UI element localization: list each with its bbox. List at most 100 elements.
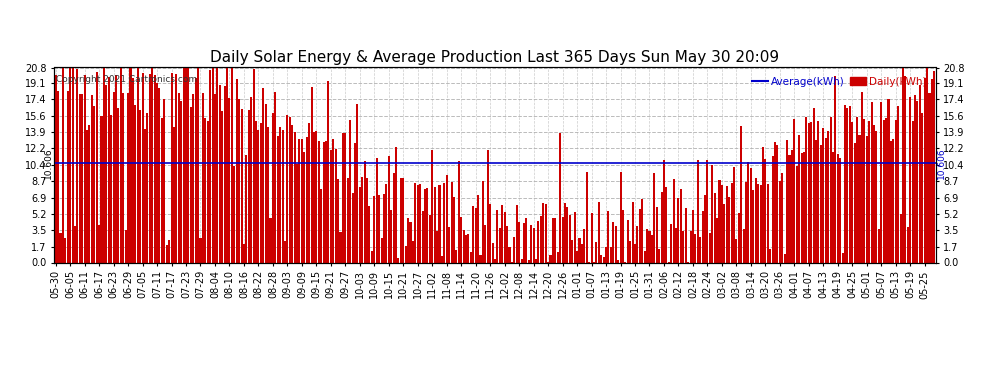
Bar	[605, 248, 607, 262]
Bar	[919, 85, 921, 262]
Text: Copyright 2021 Cartronics.com: Copyright 2021 Cartronics.com	[56, 75, 197, 84]
Bar	[506, 226, 508, 262]
Bar	[704, 195, 706, 262]
Bar	[858, 135, 860, 262]
Bar	[733, 167, 735, 262]
Bar	[642, 199, 644, 262]
Bar	[827, 131, 830, 262]
Bar	[697, 159, 699, 262]
Bar	[851, 122, 853, 262]
Bar	[281, 130, 283, 262]
Bar	[122, 93, 125, 262]
Bar	[875, 131, 877, 262]
Bar	[694, 234, 696, 262]
Bar	[492, 243, 494, 262]
Bar	[76, 69, 78, 262]
Bar	[457, 161, 459, 262]
Bar	[375, 158, 378, 262]
Bar	[182, 68, 184, 262]
Bar	[561, 217, 563, 262]
Bar	[620, 172, 622, 262]
Bar	[762, 147, 764, 262]
Bar	[808, 123, 810, 262]
Bar	[742, 229, 744, 262]
Bar	[61, 68, 64, 262]
Bar	[856, 117, 858, 262]
Text: 10.606: 10.606	[938, 147, 946, 179]
Bar	[474, 209, 477, 262]
Bar	[904, 76, 907, 262]
Bar	[741, 126, 742, 262]
Bar	[59, 233, 61, 262]
Bar	[934, 71, 936, 262]
Bar	[96, 72, 98, 262]
Bar	[791, 150, 793, 262]
Bar	[190, 107, 192, 262]
Bar	[731, 183, 733, 262]
Bar	[759, 185, 761, 262]
Bar	[272, 113, 274, 262]
Bar	[639, 209, 641, 262]
Bar	[380, 238, 382, 262]
Bar	[844, 105, 846, 262]
Bar	[484, 225, 486, 262]
Bar	[69, 68, 71, 262]
Bar	[749, 168, 752, 262]
Bar	[622, 210, 624, 262]
Bar	[88, 125, 90, 262]
Bar	[632, 202, 634, 262]
Bar	[316, 131, 318, 262]
Bar	[337, 179, 340, 262]
Bar	[294, 132, 296, 262]
Bar	[470, 252, 472, 262]
Bar	[422, 211, 424, 262]
Bar	[571, 240, 573, 262]
Bar	[873, 126, 875, 262]
Bar	[74, 226, 76, 262]
Bar	[837, 154, 839, 262]
Bar	[909, 97, 911, 262]
Bar	[518, 222, 520, 262]
Bar	[803, 152, 805, 262]
Bar	[226, 68, 228, 262]
Bar	[699, 237, 701, 262]
Bar	[351, 193, 353, 262]
Bar	[207, 121, 209, 262]
Bar	[863, 119, 865, 262]
Bar	[709, 233, 711, 262]
Bar	[680, 189, 682, 262]
Bar	[786, 140, 788, 262]
Bar	[91, 95, 93, 262]
Bar	[252, 69, 254, 262]
Bar	[165, 244, 167, 262]
Bar	[892, 139, 894, 262]
Title: Daily Solar Energy & Average Production Last 365 Days Sun May 30 20:09: Daily Solar Energy & Average Production …	[211, 50, 779, 65]
Bar	[390, 210, 392, 262]
Bar	[66, 91, 68, 262]
Bar	[209, 70, 211, 262]
Bar	[612, 222, 615, 262]
Bar	[269, 218, 271, 262]
Bar	[163, 99, 165, 262]
Bar	[707, 160, 709, 262]
Bar	[788, 155, 791, 262]
Bar	[675, 228, 677, 262]
Bar	[895, 120, 897, 262]
Bar	[257, 130, 259, 262]
Bar	[284, 241, 286, 262]
Bar	[453, 197, 455, 262]
Bar	[890, 141, 892, 262]
Bar	[142, 73, 144, 262]
Bar	[137, 68, 139, 262]
Bar	[721, 185, 723, 262]
Bar	[509, 247, 511, 262]
Bar	[79, 94, 81, 262]
Bar	[170, 73, 172, 262]
Bar	[576, 251, 578, 262]
Bar	[832, 152, 834, 262]
Bar	[202, 93, 204, 262]
Bar	[335, 149, 337, 262]
Bar	[556, 252, 558, 262]
Bar	[264, 104, 266, 262]
Bar	[419, 184, 421, 262]
